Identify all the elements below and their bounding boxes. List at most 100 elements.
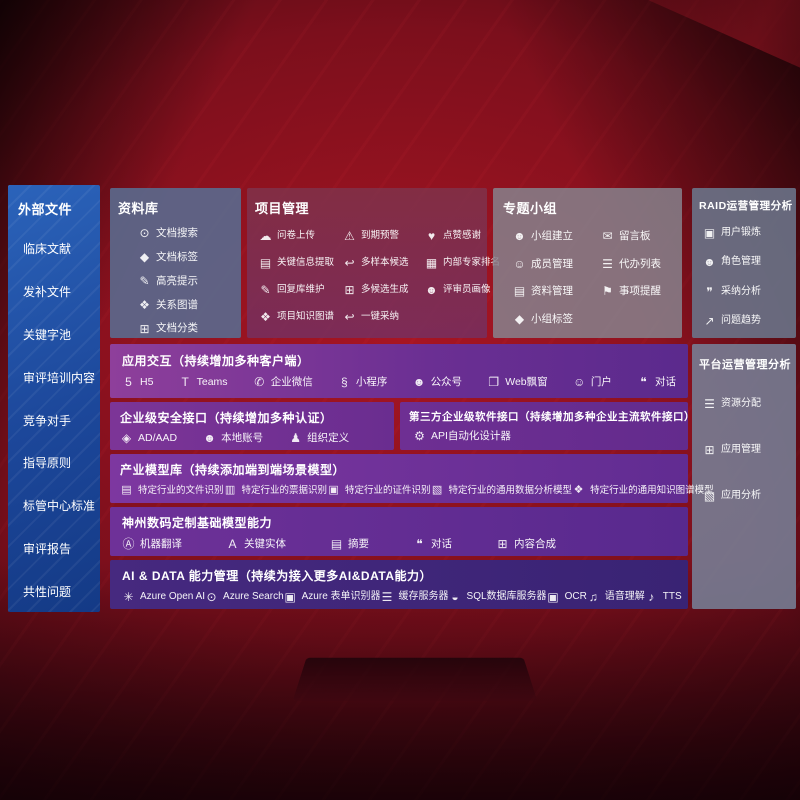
- auth-item[interactable]: ☻ 本地账号: [203, 431, 264, 446]
- feature-item[interactable]: ❖ 关系图谱: [139, 297, 198, 312]
- feature-item[interactable]: ⊞ 应用管理: [704, 443, 761, 457]
- model-item[interactable]: ▥ 特定行业的票据识别: [224, 484, 328, 497]
- service-item[interactable]: ⊙ Azure Search: [206, 590, 284, 604]
- external-file-item[interactable]: 关键字池: [23, 327, 72, 342]
- external-file-item[interactable]: 发补文件: [23, 284, 72, 299]
- feature-item[interactable]: ☻ 角色管理: [703, 255, 761, 270]
- feature-item[interactable]: ▧ 应用分析: [703, 489, 761, 503]
- feature-item[interactable]: ☁ 问卷上传: [259, 229, 316, 243]
- capability-item[interactable]: ⊞ 内容合成: [497, 537, 556, 552]
- feature-item[interactable]: ⚑ 事项提醒: [602, 284, 661, 299]
- sql-db-server-icon: ◒: [451, 590, 459, 604]
- cache-server-icon: ☰: [381, 590, 393, 604]
- service-item[interactable]: ▣ Azure 表单识别器: [284, 590, 381, 604]
- app-interaction-title: 应用交互（持续增加多种客户端）: [122, 354, 310, 368]
- repository-panel: 资料库 ⊙ 文档搜索 ◆ 文档标签 ✎ 高亮提示 ❖: [110, 188, 241, 338]
- feature-item[interactable]: ↩ 多样本候选: [344, 256, 409, 270]
- feature-item[interactable]: ▣ 用户锻炼: [703, 226, 761, 240]
- platform-analysis-list: ☰ 资源分配 ⊞ 应用管理 ▧ 应用分析: [699, 398, 789, 502]
- highlight-icon: ✎: [139, 273, 150, 288]
- external-file-item[interactable]: 共性问题: [23, 585, 72, 599]
- project-knowledge-graph-icon: ❖: [260, 310, 271, 324]
- cert-recog-icon: ▣: [328, 484, 339, 497]
- feature-item[interactable]: ▤ 关键信息提取: [259, 256, 335, 270]
- feature-item[interactable]: ▦ 内部专家排名: [425, 256, 501, 270]
- raid-analysis-list: ▣ 用户锻炼 ☻ 角色管理 ❞ 采纳分析 ↗ 问题趋势: [699, 227, 789, 327]
- app-manage-icon: ⊞: [704, 443, 715, 457]
- h5-icon: 5: [125, 375, 132, 390]
- service-item[interactable]: ☰ 缓存服务器: [381, 590, 449, 604]
- feature-item[interactable]: ⊙ 文档搜索: [139, 226, 198, 241]
- raid-analysis-panel: RAID运营管理分析 ▣ 用户锻炼 ☻ 角色管理 ❞ 采纳分析: [692, 188, 796, 338]
- summary-icon: ▤: [330, 537, 343, 552]
- model-item[interactable]: ▣ 特定行业的证件识别: [328, 484, 431, 497]
- service-item[interactable]: ▣ OCR: [547, 590, 587, 604]
- client-item[interactable]: T Teams: [179, 376, 227, 389]
- feature-item[interactable]: ↗ 问题趋势: [704, 313, 761, 328]
- relation-graph-icon: ❖: [139, 297, 150, 312]
- feature-item[interactable]: ✉ 留言板: [602, 229, 651, 244]
- file-recog-icon: ▤: [121, 484, 132, 497]
- due-alarm-icon: ⚠: [344, 229, 355, 243]
- dc-base-model-title: 神州数码定制基础模型能力: [122, 516, 273, 530]
- service-item[interactable]: ◒ SQL数据库服务器: [449, 590, 546, 604]
- feature-item[interactable]: ✎ 高亮提示: [139, 273, 198, 288]
- client-item[interactable]: ☺ 门户: [573, 375, 612, 390]
- role-manage-icon: ☻: [703, 255, 716, 270]
- feature-item[interactable]: ⚠ 到期预警: [344, 229, 400, 243]
- portal-icon: ☺: [573, 375, 586, 390]
- external-file-item[interactable]: 审评培训内容: [23, 370, 96, 385]
- adoption-analysis-icon: ❞: [706, 284, 713, 299]
- client-item[interactable]: ✆ 企业微信: [254, 375, 313, 390]
- feature-item[interactable]: ⊞ 文档分类: [139, 321, 198, 336]
- feature-item[interactable]: ▤ 资料管理: [513, 284, 573, 299]
- feature-item[interactable]: ⊞ 多候选生成: [344, 283, 409, 297]
- doc-classify-icon: ⊞: [139, 321, 150, 336]
- capability-item[interactable]: ❝ 对话: [413, 538, 452, 551]
- client-item[interactable]: § 小程序: [338, 376, 387, 389]
- feature-item[interactable]: ✎ 回复库维护: [260, 283, 325, 297]
- feature-item[interactable]: ♥ 点赞感谢: [425, 230, 499, 242]
- capability-item[interactable]: A 关键实体: [226, 538, 286, 551]
- client-item[interactable]: ☻ 公众号: [412, 375, 463, 390]
- feature-item[interactable]: ☰ 资源分配: [704, 397, 761, 411]
- tts-icon: ♪: [648, 590, 655, 604]
- capability-item[interactable]: Ⓐ 机器翻译: [122, 537, 182, 552]
- knowledge-graph-model-icon: ❖: [573, 484, 584, 497]
- service-item[interactable]: ✳ Azure Open AI: [123, 590, 206, 604]
- external-file-item[interactable]: 标管中心标准: [23, 499, 96, 514]
- multi-candidate-icon: ⊞: [344, 283, 355, 297]
- service-item[interactable]: ♪ TTS: [645, 590, 681, 604]
- model-item[interactable]: ❖ 特定行业的通用知识图谱模型: [573, 484, 714, 497]
- client-item[interactable]: ❐ Web飘窗: [488, 375, 548, 390]
- feature-item[interactable]: ❖ 项目知识图谱: [260, 310, 335, 324]
- dc-base-model-row: Ⓐ 机器翻译 A 关键实体 ▤ 摘要 ❝ 对话: [122, 538, 676, 551]
- model-item[interactable]: ▧ 特定行业的通用数据分析模型: [431, 484, 573, 497]
- capability-item[interactable]: ▤ 摘要: [330, 537, 369, 552]
- feature-item[interactable]: ❞ 采纳分析: [703, 286, 789, 298]
- topic-groups-panel: 专题小组 ☻ 小组建立 ✉ 留言板 ☺ 成员管理 ☰: [493, 188, 682, 338]
- project-management-title: 项目管理: [255, 201, 310, 216]
- external-file-item[interactable]: 临床文献: [23, 242, 72, 256]
- service-item[interactable]: ♫ 语音理解: [588, 590, 645, 604]
- auth-item[interactable]: ♟ 组织定义: [290, 431, 350, 446]
- external-file-item[interactable]: 审评报告: [23, 542, 72, 557]
- client-item[interactable]: ❝ 对话: [637, 376, 676, 389]
- feature-item[interactable]: ↩ 一键采纳: [344, 310, 400, 324]
- message-board-icon: ✉: [602, 229, 613, 244]
- external-file-item[interactable]: 指导原则: [23, 456, 72, 471]
- feature-item[interactable]: ☻ 评审员画像: [425, 283, 491, 297]
- third-party-interface-row: ⚙ API自动化设计器: [409, 430, 679, 443]
- feature-item[interactable]: ◆ 文档标签: [139, 250, 198, 265]
- client-item[interactable]: 5 H5: [122, 376, 153, 389]
- integration-item[interactable]: ⚙ API自动化设计器: [414, 429, 511, 444]
- external-file-item[interactable]: 竞争对手: [23, 413, 72, 428]
- model-item[interactable]: ▤ 特定行业的文件识别: [121, 484, 224, 497]
- feature-item[interactable]: ◆ 小组标签: [514, 312, 573, 327]
- feature-item[interactable]: ☻ 小组建立: [513, 229, 573, 244]
- auth-item[interactable]: ◈ AD/AAD: [121, 431, 178, 446]
- feature-item[interactable]: ☰ 代办列表: [602, 256, 661, 271]
- feature-item[interactable]: ☺ 成员管理: [513, 256, 573, 271]
- industry-model-title: 产业模型库（持续添加端到端场景模型）: [120, 463, 346, 477]
